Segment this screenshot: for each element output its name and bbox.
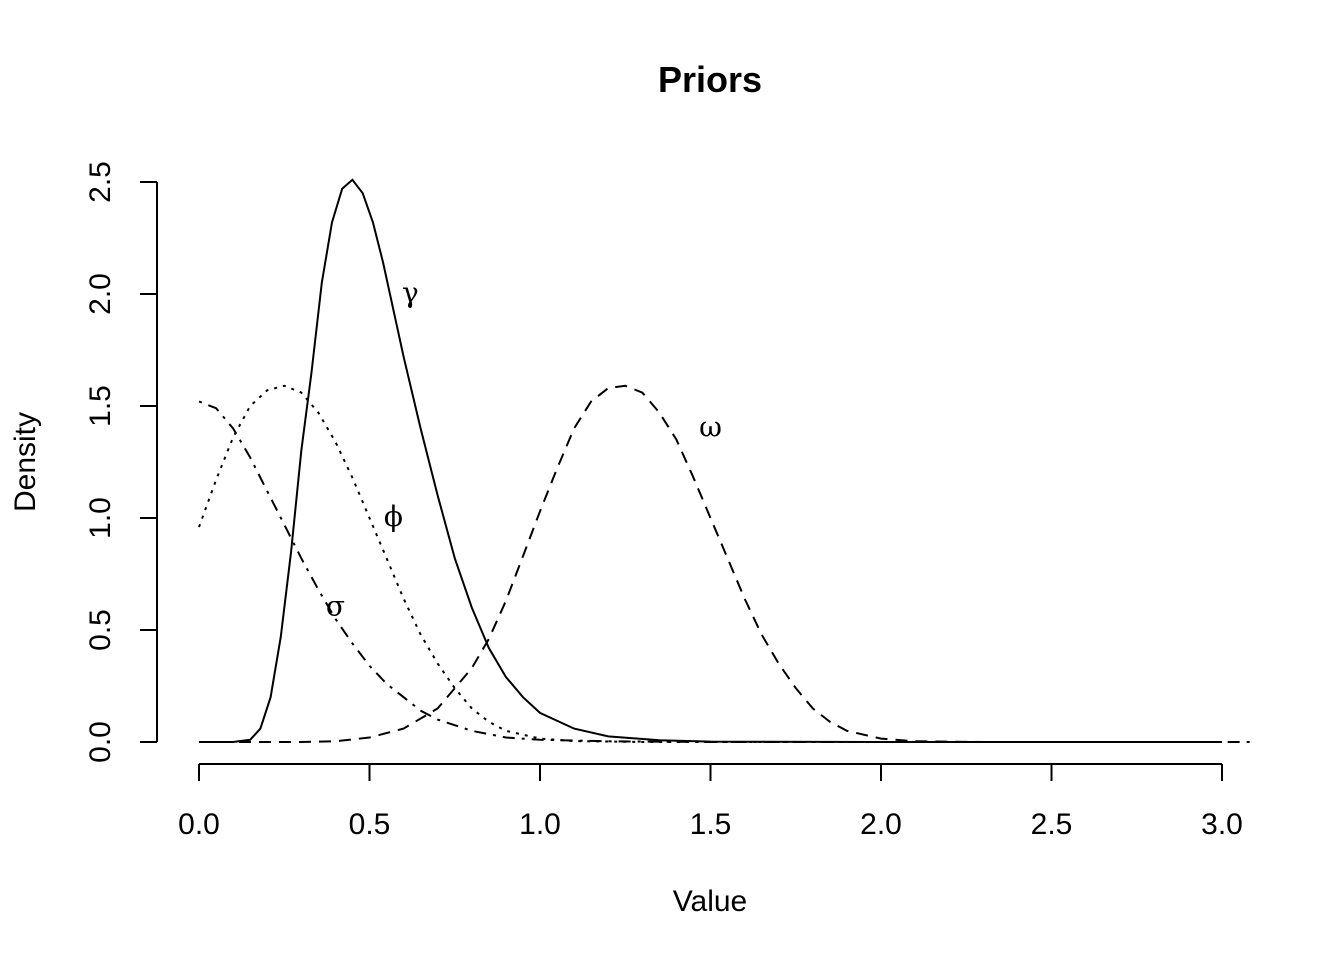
y-axis-title: Density [9, 412, 42, 512]
y-tick-label: 2.0 [84, 273, 117, 315]
density-curves [198, 178, 1257, 743]
x-tick-label: 2.5 [1031, 808, 1073, 841]
y-tick-label: 0.5 [84, 609, 117, 651]
x-tick-label: 2.0 [860, 808, 902, 841]
y-tick-label: 1.5 [84, 385, 117, 427]
density-curve-line [199, 384, 1222, 743]
curve-name-label: ω [699, 410, 722, 443]
x-tick-label: 1.0 [519, 808, 561, 841]
curve-name-label: ϕ [384, 500, 403, 533]
x-tick-label: 0.0 [178, 808, 220, 841]
y-tick-label: 0.0 [84, 721, 117, 763]
curve-name-label: σ [326, 590, 345, 623]
x-axis-title: Value [673, 885, 748, 918]
curve-labels: γ ϕ σ ω [326, 276, 722, 623]
x-axis-ticks: 0.0 0.5 1.0 1.5 2.0 2.5 3.0 [178, 764, 1243, 841]
y-tick-label: 2.5 [84, 161, 117, 203]
density-curve-line [198, 384, 1222, 743]
density-curve-line [199, 178, 1222, 743]
x-tick-label: 1.5 [690, 808, 732, 841]
chart-title: Priors [658, 59, 762, 100]
density-curve-line [198, 400, 1257, 743]
y-tick-label: 1.0 [84, 497, 117, 539]
curve-name-label: γ [402, 276, 419, 309]
x-tick-label: 0.5 [349, 808, 391, 841]
x-tick-label: 3.0 [1201, 808, 1243, 841]
y-axis-ticks: 0.0 0.5 1.0 1.5 2.0 2.5 [84, 161, 157, 763]
